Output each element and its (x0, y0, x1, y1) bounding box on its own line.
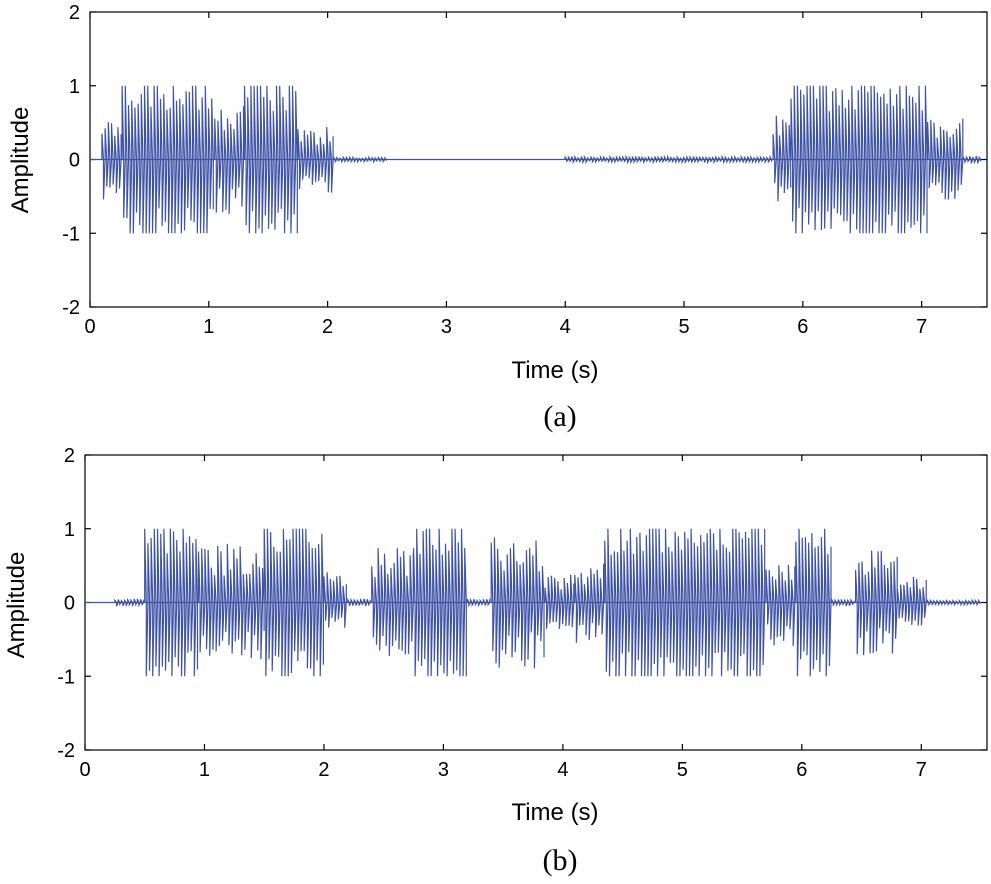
x-tick-label: 7 (916, 316, 927, 338)
x-tick-label: 6 (797, 316, 808, 338)
waveform-segment (412, 528, 467, 677)
waveform-segment (347, 597, 371, 607)
x-tick-label: 0 (79, 759, 90, 781)
waveform-segment (927, 118, 964, 200)
x-tick-label: 0 (84, 316, 95, 338)
y-tick-label: -2 (57, 740, 75, 762)
waveform (90, 85, 982, 234)
waveform-segment (574, 563, 605, 643)
ticks: 0 1 2 3 4 5 6 7 -2 -1 0 1 2 (62, 2, 987, 338)
panel-b: 0 1 2 3 4 5 6 7 -2 -1 0 1 2 Time (s) Amplitude (b) (3, 445, 988, 877)
ticks: 0 1 2 3 4 5 6 7 -2 -1 0 1 2 (57, 445, 987, 781)
waveform-segment (926, 598, 981, 607)
waveform-segment (831, 597, 855, 608)
waveform-segment (544, 574, 575, 629)
x-tick-label: 5 (678, 316, 689, 338)
waveform-segment (214, 106, 245, 214)
x-tick-label: 6 (796, 759, 807, 781)
x-tick-label: 2 (322, 316, 333, 338)
y-tick-label: 2 (69, 2, 80, 24)
x-axis-label: Time (s) (511, 799, 598, 826)
waveform-segment (772, 115, 792, 202)
waveform-segment (855, 550, 898, 656)
x-tick-label: 4 (557, 759, 568, 781)
y-tick-label: 1 (64, 519, 75, 541)
waveform-segment (323, 572, 347, 628)
waveform-segment (121, 85, 214, 234)
y-tick-label: -1 (62, 223, 80, 245)
waveform-segment (333, 155, 387, 164)
y-tick-label: 2 (64, 445, 75, 467)
x-tick-label: 3 (438, 759, 449, 781)
waveform-segment (243, 85, 298, 234)
y-axis-label: Amplitude (3, 552, 30, 659)
x-tick-label: 4 (560, 316, 571, 338)
panel-a: 0 1 2 3 4 5 6 7 -2 -1 0 1 2 Time (s) Amplitude (a) (7, 2, 988, 433)
x-tick-label: 1 (199, 759, 210, 781)
waveform-segment (297, 126, 334, 193)
waveform-segment (790, 85, 928, 234)
x-axis-label: Time (s) (511, 357, 598, 384)
waveform-segment (490, 537, 545, 669)
y-tick-label: 0 (69, 150, 80, 172)
waveform-segment (101, 122, 122, 200)
waveform-segment (197, 543, 265, 660)
x-tick-label: 1 (203, 316, 214, 338)
y-axis-label: Amplitude (7, 107, 34, 214)
y-tick-label: -2 (62, 297, 80, 319)
waveform-segment (604, 528, 766, 677)
waveform-segment (765, 564, 796, 647)
panel-caption: (b) (543, 844, 578, 877)
y-tick-label: 1 (69, 76, 80, 98)
y-tick-label: 0 (64, 593, 75, 615)
x-tick-label: 2 (318, 759, 329, 781)
y-tick-label: -1 (57, 666, 75, 688)
waveform-segment (263, 528, 324, 677)
x-tick-label: 5 (677, 759, 688, 781)
panel-caption: (a) (543, 400, 576, 433)
waveform-segment (114, 597, 145, 608)
x-tick-label: 7 (916, 759, 927, 781)
waveform-segment (896, 576, 927, 626)
waveform-segment (795, 528, 832, 677)
waveform (85, 528, 982, 677)
waveform-segment (371, 547, 414, 657)
waveform-segment (466, 597, 491, 608)
waveform-segment (564, 154, 773, 165)
waveform-segment (144, 528, 199, 677)
x-tick-label: 3 (441, 316, 452, 338)
waveform-segment (962, 155, 982, 165)
